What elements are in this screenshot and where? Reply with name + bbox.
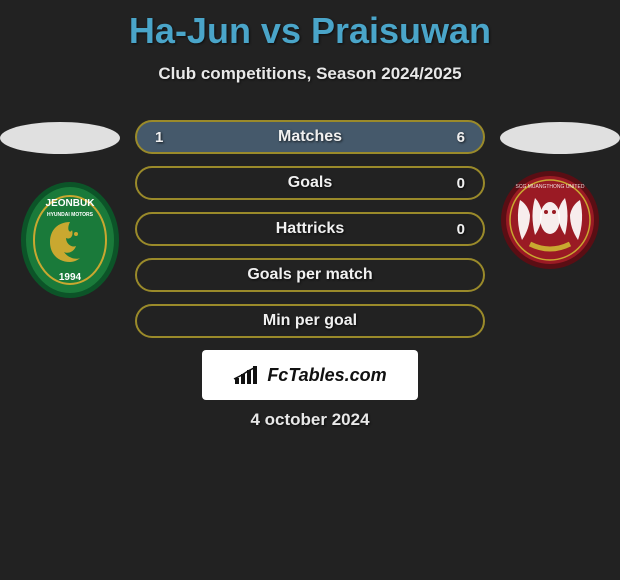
- stat-row-hattricks: Hattricks 0: [135, 212, 485, 246]
- stat-left-value: 1: [155, 129, 163, 146]
- stat-label: Hattricks: [137, 220, 483, 238]
- svg-text:SCG MUANGTHONG UNITED: SCG MUANGTHONG UNITED: [516, 184, 585, 190]
- page-title: Ha-Jun vs Praisuwan: [0, 0, 620, 52]
- brand-text: FcTables.com: [267, 365, 386, 386]
- stat-right-value: 0: [457, 175, 465, 192]
- date-text: 4 october 2024: [0, 410, 620, 430]
- stat-label: Goals: [137, 174, 483, 192]
- stat-label: Min per goal: [137, 312, 483, 330]
- jeonbuk-badge-svg: JEONBUK HYUNDAI MOTORS 1994: [20, 178, 120, 298]
- stat-row-min-per-goal: Min per goal: [135, 304, 485, 338]
- stat-label: Goals per match: [137, 266, 483, 284]
- svg-text:JEONBUK: JEONBUK: [46, 198, 96, 209]
- comparison-card: Ha-Jun vs Praisuwan Club competitions, S…: [0, 0, 620, 470]
- brand-badge[interactable]: FcTables.com: [202, 350, 418, 400]
- subtitle: Club competitions, Season 2024/2025: [0, 64, 620, 84]
- muangthong-badge: SCG MUANGTHONG UNITED: [500, 170, 600, 290]
- muangthong-badge-svg: SCG MUANGTHONG UNITED: [500, 170, 600, 270]
- stats-panel: 1 Matches 6 Goals 0 Hattricks 0 Goals pe…: [135, 120, 485, 350]
- stat-label: Matches: [137, 128, 483, 146]
- stat-row-matches: 1 Matches 6: [135, 120, 485, 154]
- bar-chart-icon: [233, 364, 261, 386]
- svg-text:1994: 1994: [59, 272, 82, 283]
- shadow-ellipse-right: [500, 122, 620, 154]
- stat-right-value: 0: [457, 221, 465, 238]
- jeonbuk-badge: JEONBUK HYUNDAI MOTORS 1994: [20, 178, 120, 298]
- stat-row-goals-per-match: Goals per match: [135, 258, 485, 292]
- stat-row-goals: Goals 0: [135, 166, 485, 200]
- stat-right-value: 6: [457, 129, 465, 146]
- shadow-ellipse-left: [0, 122, 120, 154]
- svg-text:HYUNDAI MOTORS: HYUNDAI MOTORS: [47, 212, 94, 218]
